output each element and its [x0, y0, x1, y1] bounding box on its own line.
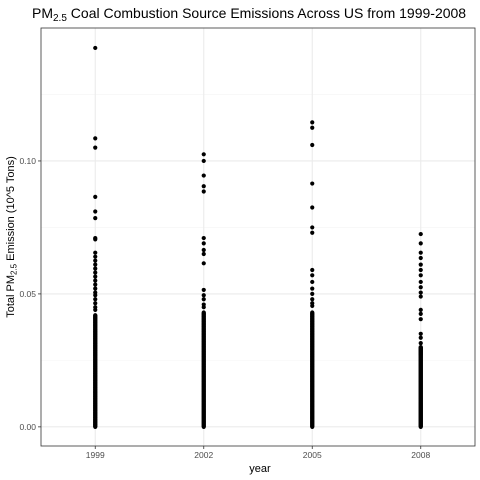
panel-background: [41, 28, 475, 446]
data-point: [418, 344, 423, 350]
chart-title-prefix: PM: [32, 5, 53, 21]
data-point: [310, 181, 315, 186]
data-point: [201, 305, 206, 310]
data-point: [93, 262, 98, 267]
y-axis-title-suffix: Emission (10^5 Tons): [5, 156, 17, 264]
data-point: [93, 136, 98, 141]
data-point: [201, 287, 206, 293]
x-tick-label: 2008: [411, 450, 430, 460]
data-point: [93, 258, 98, 263]
y-axis-title: Total PM2.5 Emission (10^5 Tons): [5, 156, 19, 318]
data-point: [201, 158, 206, 164]
data-point: [201, 152, 206, 157]
data-point: [93, 282, 98, 287]
data-point: [310, 273, 315, 278]
data-point: [93, 254, 98, 259]
x-tick-label: 2002: [194, 450, 213, 460]
data-point: [93, 237, 98, 242]
data-point: [418, 311, 423, 316]
y-tick-label: 0.10: [19, 156, 36, 166]
data-point: [418, 317, 423, 322]
x-axis-title: year: [249, 463, 271, 475]
data-point: [418, 285, 423, 290]
plot-panel: [40, 27, 476, 447]
data-point: [201, 261, 206, 266]
chart-title-subscript: 2.5: [53, 13, 67, 24]
data-point: [418, 307, 423, 312]
data-point: [310, 230, 315, 235]
data-point: [418, 255, 423, 261]
data-point: [201, 173, 206, 178]
data-point: [93, 145, 98, 150]
data-point: [93, 266, 98, 271]
data-point: [310, 225, 315, 230]
data-point: [93, 274, 98, 279]
chart-title-suffix: Coal Combustion Source Emissions Across …: [67, 5, 466, 21]
data-point: [418, 262, 423, 267]
data-point: [418, 241, 423, 246]
data-point: [310, 125, 315, 130]
data-point: [418, 267, 423, 273]
data-point: [201, 297, 206, 302]
data-point: [310, 297, 315, 302]
data-point: [310, 279, 315, 285]
data-point: [310, 310, 315, 315]
data-point: [93, 307, 98, 312]
data-point: [418, 250, 423, 255]
data-point: [201, 251, 206, 257]
data-point: [93, 209, 98, 214]
panel-border: [40, 27, 476, 447]
data-point: [93, 216, 98, 221]
y-axis-title-prefix: Total PM: [5, 275, 17, 318]
data-point: [93, 297, 98, 302]
y-tick-label: 0.05: [19, 289, 36, 299]
data-point: [418, 279, 423, 285]
data-point: [93, 313, 98, 318]
y-tick-label: 0.00: [19, 422, 36, 432]
x-tick-label: 2005: [303, 450, 322, 460]
data-point: [418, 290, 423, 295]
data-point: [201, 241, 206, 246]
chart-title: PM2.5 Coal Combustion Source Emissions A…: [32, 5, 466, 24]
data-point: [93, 278, 98, 283]
data-point: [93, 250, 98, 255]
data-point: [418, 273, 423, 278]
data-point: [310, 291, 315, 297]
data-point: [93, 286, 98, 291]
y-axis-title-subscript: 2.5: [10, 263, 19, 275]
data-point: [310, 303, 315, 308]
data-point: [310, 142, 315, 148]
data-point: [201, 247, 206, 253]
data-point: [201, 184, 206, 189]
data-point: [201, 189, 206, 194]
data-point: [418, 231, 423, 237]
axis-ticks: 0.00 0.05 0.10 1999 2002 2005 2008: [19, 156, 430, 460]
data-point: [201, 293, 206, 298]
data-point: [418, 331, 423, 336]
data-point: [93, 293, 98, 298]
data-point: [418, 294, 423, 299]
data-points: [93, 45, 423, 429]
data-point: [418, 340, 423, 346]
data-point: [93, 45, 98, 51]
data-point: [310, 120, 315, 125]
data-point: [93, 194, 98, 199]
data-point: [93, 270, 98, 275]
x-tick-label: 1999: [86, 450, 105, 460]
data-point: [310, 286, 315, 291]
data-point: [310, 205, 315, 210]
data-point: [201, 310, 206, 315]
data-point: [93, 301, 98, 306]
data-point: [418, 335, 423, 340]
data-point: [310, 267, 315, 273]
data-point: [201, 235, 206, 241]
